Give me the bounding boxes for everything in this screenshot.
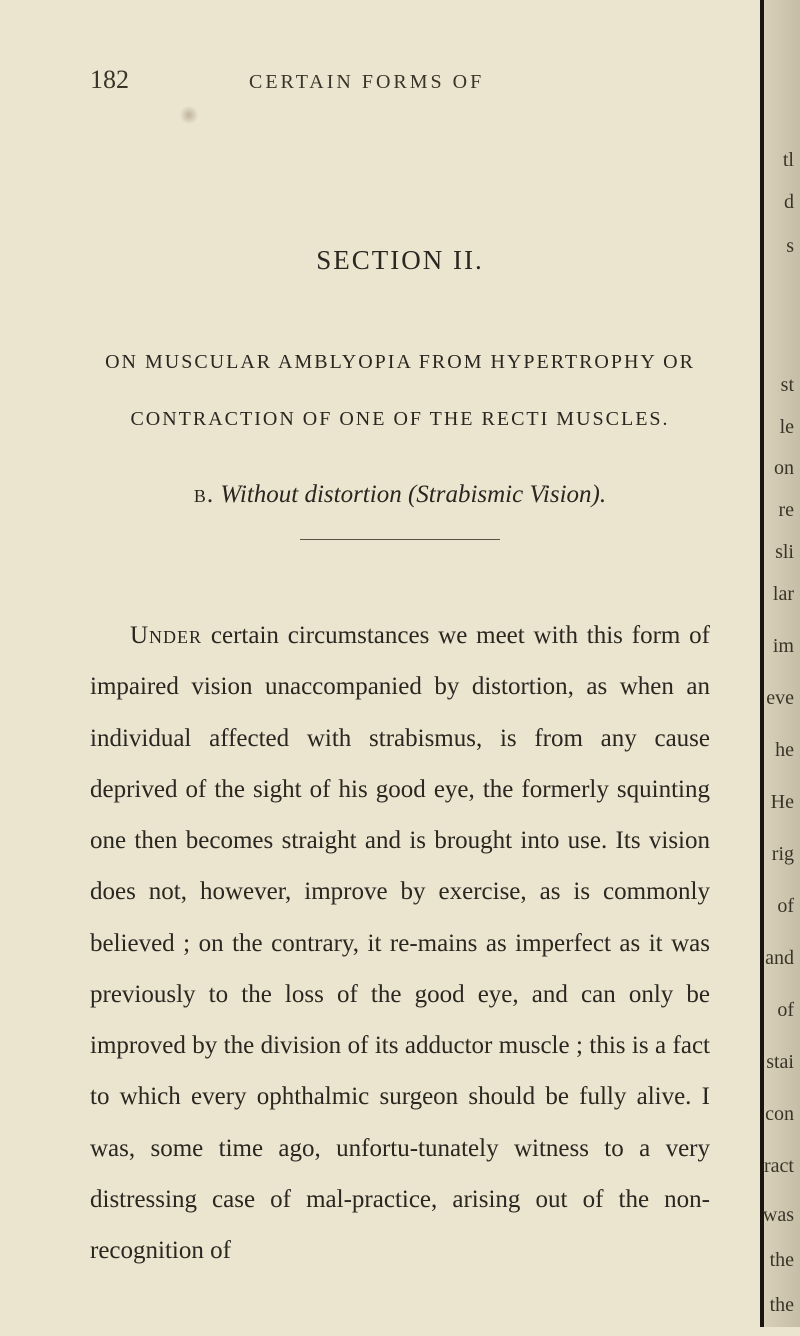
paragraph-lead: Under bbox=[130, 622, 202, 649]
subsection-heading: b. Without distortion (Strabismic Vision… bbox=[90, 481, 710, 509]
margin-note: im bbox=[773, 636, 794, 656]
body-paragraph: Under certain circumstances we meet with… bbox=[90, 610, 710, 1276]
margin-note: rig bbox=[772, 844, 794, 864]
margin-note: of bbox=[777, 1000, 794, 1020]
margin-note: d bbox=[784, 192, 794, 212]
margin-note: s bbox=[786, 236, 794, 256]
subsection-prefix: b. bbox=[194, 481, 214, 508]
margin-note: sli bbox=[775, 542, 794, 562]
paragraph-text: certain circumstances we meet with this … bbox=[90, 622, 710, 1264]
margin-note: eve bbox=[766, 688, 794, 708]
margin-note: re bbox=[778, 500, 794, 520]
margin-note: le bbox=[780, 417, 794, 437]
subsection-italic: Without distortion bbox=[220, 481, 401, 508]
margin-note: on bbox=[774, 458, 794, 478]
margin-note: was bbox=[763, 1205, 794, 1225]
page-content: 182 CERTAIN FORMS OF SECTION II. ON MUSC… bbox=[0, 0, 800, 1336]
horizontal-rule bbox=[300, 539, 500, 540]
page-edge bbox=[764, 0, 800, 1327]
chapter-subtitle-line2: CONTRACTION OF ONE OF THE RECTI MUSCLES. bbox=[90, 408, 710, 431]
paper-stain bbox=[180, 105, 198, 125]
section-title: SECTION II. bbox=[90, 245, 710, 276]
book-gutter bbox=[760, 0, 764, 1327]
running-header: CERTAIN FORMS OF bbox=[249, 71, 484, 94]
margin-note: the bbox=[770, 1295, 794, 1315]
page-number: 182 bbox=[90, 65, 129, 95]
margin-note: and bbox=[765, 948, 794, 968]
margin-note: stai bbox=[766, 1052, 794, 1072]
margin-note: he bbox=[775, 740, 794, 760]
margin-note: ract bbox=[764, 1156, 794, 1176]
header-row: 182 CERTAIN FORMS OF bbox=[90, 65, 710, 95]
margin-note: He bbox=[771, 792, 794, 812]
margin-note: the bbox=[770, 1250, 794, 1270]
margin-note: lar bbox=[773, 584, 794, 604]
subsection-paren: (Strabismic Vision). bbox=[408, 481, 606, 508]
margin-note: con bbox=[765, 1104, 794, 1124]
chapter-subtitle-line1: ON MUSCULAR AMBLYOPIA FROM HYPERTROPHY O… bbox=[90, 346, 710, 378]
margin-note: tl bbox=[783, 150, 794, 170]
margin-note: of bbox=[777, 896, 794, 916]
margin-note: st bbox=[781, 375, 794, 395]
